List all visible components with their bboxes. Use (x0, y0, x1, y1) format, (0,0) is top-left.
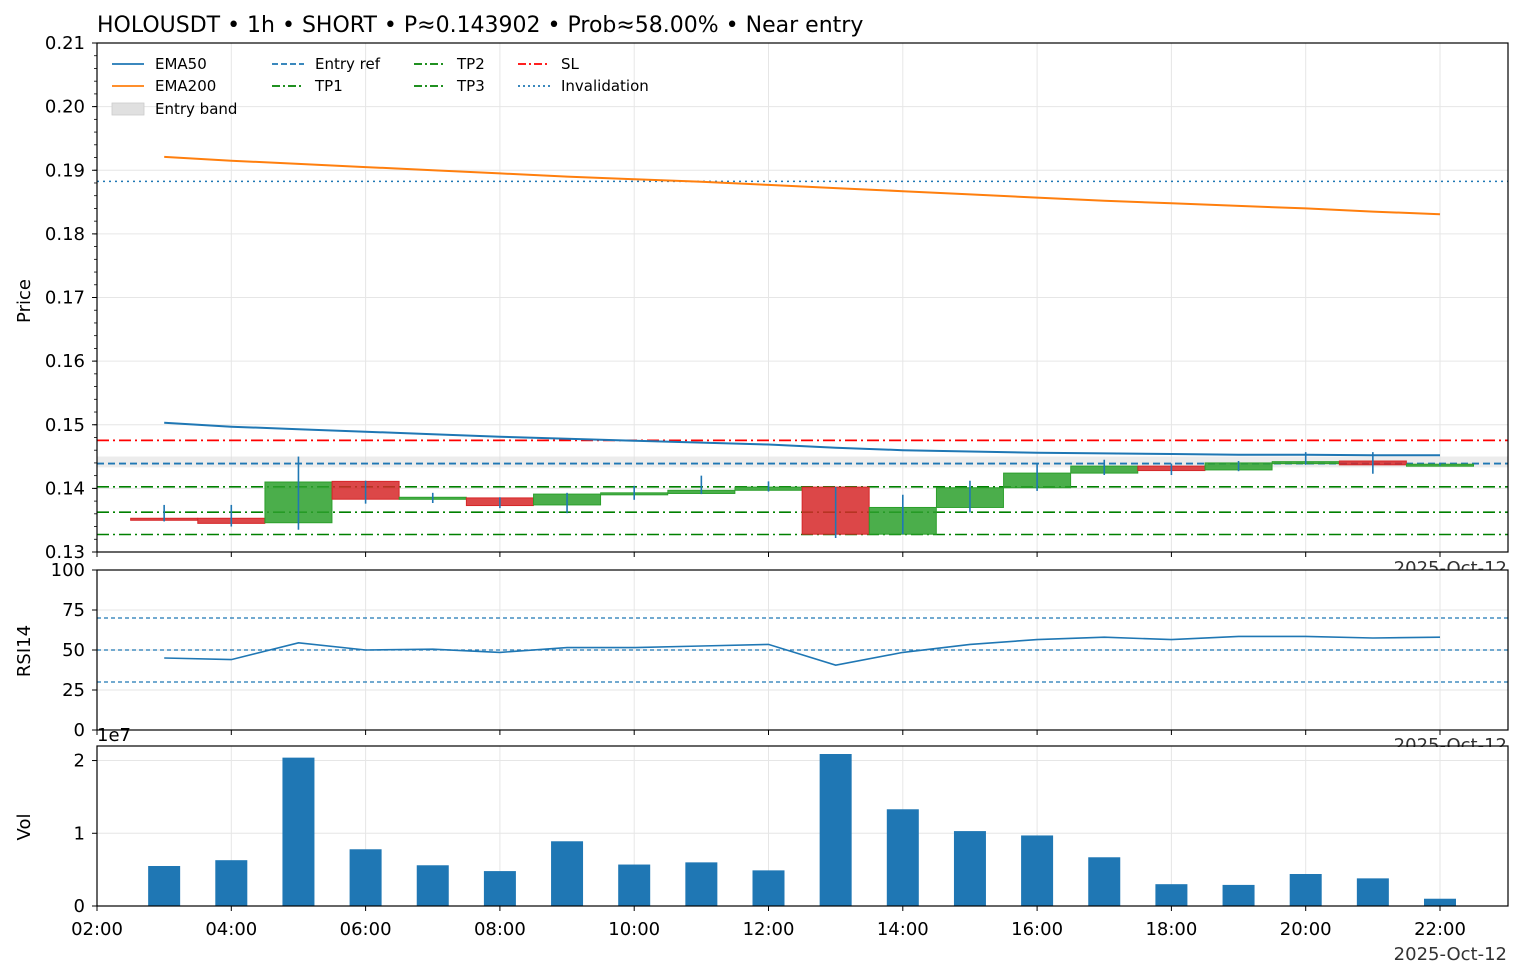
ema50-line (164, 421, 1440, 457)
x-tick-label: 12:00 (743, 919, 795, 940)
rsi-line (164, 635, 1441, 667)
rsi-panel: 0 25 50 75 100 (51, 560, 1509, 741)
volume-bar (551, 841, 584, 906)
legend-label: EMA50 (155, 55, 207, 73)
x-tick-label: 20:00 (1280, 919, 1332, 940)
price-ytick-label: 0.21 (45, 33, 85, 54)
legend-swatch (111, 102, 145, 116)
volume-axis-label: Vol (14, 814, 35, 841)
rsi-frame (96, 569, 1509, 731)
volume-bar (215, 860, 248, 906)
price-ytick-label: 0.17 (45, 288, 85, 309)
volume-bar (1424, 898, 1456, 906)
legend-label: SL (561, 55, 580, 73)
rsi-ytick-label: 75 (62, 600, 85, 621)
legend-label: Invalidation (561, 77, 649, 95)
rsi-axis-label: RSI14 (14, 625, 35, 677)
ema200-line (164, 155, 1441, 216)
volume-bar (685, 862, 718, 906)
x-tick-label: 02:00 (71, 919, 123, 940)
volume-bar (752, 870, 785, 906)
volume-bar (483, 871, 516, 906)
price-ytick-label: 0.19 (45, 160, 85, 181)
legend-label: EMA200 (155, 77, 216, 95)
volume-bar (148, 866, 181, 906)
legend-label: Entry ref (315, 55, 381, 73)
volume-bar (416, 865, 449, 906)
price-ytick-label: 0.16 (45, 351, 85, 372)
chart-title: HOLOUSDT • 1h • SHORT • P≈0.143902 • Pro… (97, 13, 863, 38)
volume-ytick-label: 2 (74, 751, 85, 772)
legend-label: TP3 (456, 77, 485, 95)
price-ytick-label: 0.15 (45, 415, 85, 436)
volume-bar (1356, 878, 1389, 906)
price-panel: 0.13 0.14 0.15 0.16 0.17 0.18 0.19 0.20 0.21 (45, 33, 1509, 563)
volume-ytick-label: 0 (74, 896, 85, 917)
price-ytick-label: 0.13 (45, 542, 85, 563)
x-tick-label: 06:00 (340, 919, 392, 940)
volume-bar (819, 754, 852, 906)
x-tick-label: 04:00 (205, 919, 257, 940)
volume-ytick-label: 1 (74, 823, 85, 844)
rsi-ytick-label: 100 (51, 560, 85, 581)
legend-label: Entry band (155, 100, 237, 118)
x-tick-label: 18:00 (1145, 919, 1197, 940)
volume-bar (1155, 884, 1188, 906)
price-panel-date-label: 2025-Oct-12 (1394, 558, 1507, 579)
volume-bar (282, 757, 315, 906)
volume-bar (1289, 874, 1322, 906)
rsi-panel-date-label: 2025-Oct-12 (1394, 735, 1507, 756)
price-ytick-label: 0.18 (45, 224, 85, 245)
price-ytick-label: 0.14 (45, 478, 85, 499)
rsi-ytick-label: 25 (62, 680, 85, 701)
x-tick-label: 16:00 (1011, 919, 1063, 940)
price-axis-label: Price (14, 279, 35, 323)
volume-bar (1222, 884, 1255, 906)
price-frame (96, 42, 1509, 553)
volume-bar (349, 849, 382, 906)
legend-label: TP2 (456, 55, 485, 73)
volume-panel-date-label: 2025-Oct-12 (1394, 944, 1507, 965)
x-tick-label: 14:00 (877, 919, 929, 940)
x-tick-label: 10:00 (608, 919, 660, 940)
legend-label: TP1 (314, 77, 343, 95)
volume-bar (1021, 835, 1054, 906)
volume-bar (953, 831, 986, 906)
x-tick-label: 22:00 (1414, 919, 1466, 940)
x-tick-label: 08:00 (474, 919, 526, 940)
volume-frame (96, 745, 1509, 907)
rsi-ytick-label: 0 (74, 720, 85, 741)
price-ytick-label: 0.20 (45, 97, 85, 118)
volume-bar (886, 809, 919, 906)
volume-panel: 0 1 2 02:00 04:00 06:00 08:00 10:00 12:00 14:00 16… (71, 745, 1509, 940)
rsi-ytick-label: 50 (62, 640, 85, 661)
entry-band (97, 456, 1508, 468)
volume-bar (618, 864, 651, 906)
volume-offset-label: 1e7 (97, 725, 131, 746)
volume-bar (1088, 857, 1121, 906)
price-legend: EMA50 EMA200 Entry band Entry ref TP1 TP2 TP3 S… (111, 55, 649, 118)
